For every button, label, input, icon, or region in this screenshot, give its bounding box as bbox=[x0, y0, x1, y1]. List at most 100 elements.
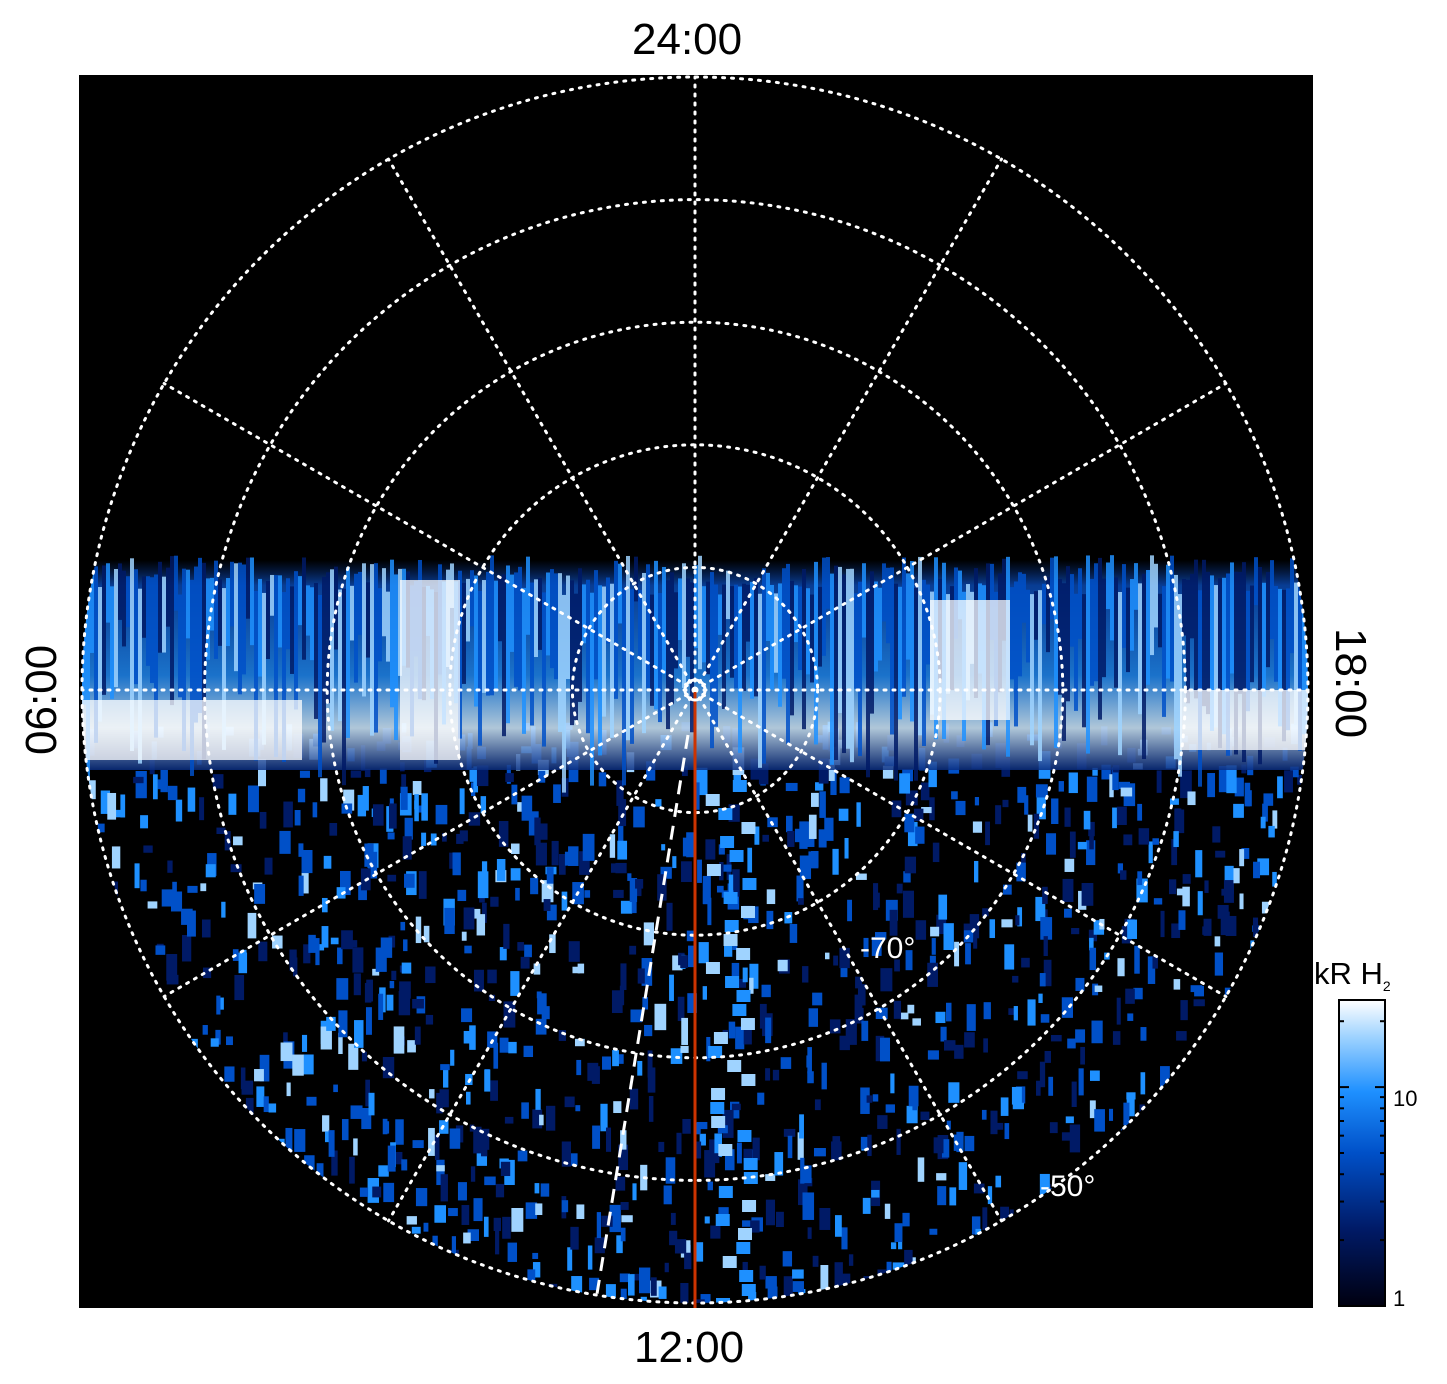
noise-cell bbox=[866, 1095, 873, 1103]
noise-cell bbox=[577, 963, 585, 974]
local-time-bottom-label: 12:00 bbox=[634, 1323, 745, 1372]
noise-cell bbox=[718, 1144, 733, 1156]
band-spike bbox=[1050, 557, 1054, 620]
noise-cell bbox=[263, 1096, 269, 1113]
band-spike bbox=[754, 578, 758, 697]
noise-cell bbox=[1123, 834, 1133, 846]
noise-cell bbox=[1125, 988, 1135, 1004]
noise-cell bbox=[1239, 849, 1245, 867]
noise-cell bbox=[533, 963, 541, 975]
noise-cell bbox=[534, 817, 541, 846]
noise-cell bbox=[605, 1284, 616, 1303]
band-spike bbox=[278, 575, 282, 648]
noise-cell bbox=[631, 1273, 641, 1281]
band-spike bbox=[222, 588, 226, 750]
band-spike bbox=[554, 573, 558, 680]
band-spike bbox=[638, 590, 642, 657]
noise-cell bbox=[728, 804, 740, 822]
noise-cell bbox=[802, 966, 809, 983]
noise-cell bbox=[1121, 926, 1132, 944]
noise-cell bbox=[418, 871, 427, 899]
noise-cell bbox=[736, 1242, 751, 1254]
noise-cell bbox=[353, 973, 361, 996]
band-spike bbox=[794, 585, 798, 643]
band-spike bbox=[506, 565, 510, 724]
noise-cell bbox=[951, 791, 958, 800]
noise-cell bbox=[372, 1186, 382, 1198]
noise-cell bbox=[482, 902, 487, 923]
noise-cell bbox=[938, 894, 948, 920]
noise-cell bbox=[848, 1254, 854, 1266]
band-spike bbox=[162, 576, 166, 653]
noise-cell bbox=[535, 1018, 547, 1035]
noise-cell bbox=[439, 1089, 449, 1108]
band-spike bbox=[742, 583, 746, 692]
noise-cell bbox=[1017, 907, 1023, 927]
noise-cell bbox=[714, 1133, 723, 1157]
band-spike bbox=[766, 572, 770, 641]
noise-cell bbox=[1012, 1102, 1025, 1110]
noise-cell bbox=[333, 1084, 338, 1093]
noise-cell bbox=[871, 936, 882, 956]
noise-cell bbox=[839, 777, 850, 794]
noise-cell bbox=[496, 859, 506, 881]
noise-cell bbox=[930, 926, 940, 937]
noise-cell bbox=[757, 1092, 765, 1105]
noise-cell bbox=[1061, 1132, 1074, 1141]
noise-cell bbox=[799, 1114, 804, 1139]
noise-cell bbox=[758, 763, 769, 785]
noise-cell bbox=[297, 788, 306, 803]
noise-cell bbox=[535, 842, 547, 866]
noise-cell bbox=[423, 925, 430, 943]
band-spike bbox=[174, 555, 178, 611]
noise-cell bbox=[648, 1096, 654, 1122]
noise-cell bbox=[1173, 831, 1179, 848]
noise-cell bbox=[510, 843, 520, 854]
noise-cell bbox=[321, 897, 328, 913]
band-spike bbox=[734, 584, 738, 689]
noise-cell bbox=[783, 1128, 796, 1137]
noise-cell bbox=[412, 998, 424, 1009]
noise-cell bbox=[107, 792, 117, 820]
noise-cell bbox=[664, 1262, 669, 1273]
local-time-spoke bbox=[162, 382, 697, 692]
noise-cell bbox=[423, 1222, 429, 1232]
noise-cell bbox=[875, 1007, 888, 1020]
noise-cell bbox=[224, 1066, 235, 1082]
noise-cell bbox=[680, 955, 688, 968]
noise-cell bbox=[181, 908, 193, 925]
noise-cell bbox=[838, 808, 849, 821]
noise-cell bbox=[983, 1038, 988, 1053]
noise-cell bbox=[620, 1130, 627, 1150]
band-spike bbox=[1218, 578, 1222, 749]
noise-cell bbox=[1039, 973, 1046, 987]
band-spike bbox=[1302, 572, 1306, 735]
noise-cell bbox=[944, 1040, 956, 1051]
noise-cell bbox=[493, 1042, 499, 1069]
noise-cell bbox=[568, 846, 579, 866]
noise-cell bbox=[354, 1020, 364, 1048]
noise-cell bbox=[875, 1035, 885, 1062]
noise-cell bbox=[724, 938, 733, 957]
noise-cell bbox=[596, 1212, 602, 1239]
band-spike bbox=[1186, 579, 1190, 704]
noise-cell bbox=[1137, 803, 1143, 821]
band-spike bbox=[1058, 579, 1062, 695]
noise-cell bbox=[1147, 956, 1156, 984]
noise-cell bbox=[1272, 871, 1277, 887]
noise-cell bbox=[946, 1120, 951, 1130]
noise-cell bbox=[414, 1026, 421, 1045]
noise-cell bbox=[1260, 816, 1266, 829]
local-time-spoke bbox=[693, 382, 1228, 692]
noise-cell bbox=[818, 829, 827, 848]
noise-cell bbox=[974, 797, 980, 806]
noise-cell bbox=[672, 856, 677, 869]
noise-cell bbox=[587, 1062, 599, 1081]
noise-cell bbox=[637, 968, 645, 984]
noise-cell bbox=[1101, 764, 1111, 780]
noise-cell bbox=[403, 939, 408, 952]
noise-cell bbox=[1065, 1116, 1074, 1124]
band-spike bbox=[1042, 583, 1046, 625]
noise-cell bbox=[507, 1242, 518, 1262]
band-spike bbox=[602, 586, 606, 717]
